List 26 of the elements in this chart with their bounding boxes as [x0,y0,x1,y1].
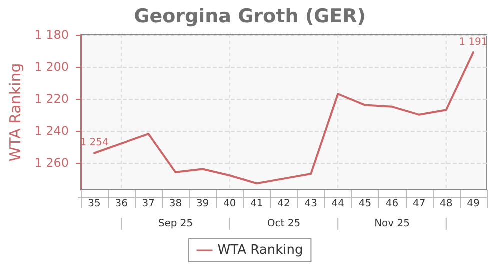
text: Sep 25 [158,218,194,230]
text: Oct 25 [267,218,301,230]
y-tick-label: 1 180 [34,28,69,42]
x-tick-label: 40 [224,198,236,210]
x-tick-label: 41 [250,198,264,210]
text: Nov 25 [374,218,410,230]
x-tick-label: 42 [278,198,290,210]
x-tick-label: 39 [196,198,210,210]
y-tick-label: 1 200 [34,60,69,74]
x-tick-label: 48 [440,198,453,210]
x-tick-label: 43 [304,198,318,210]
y-tick-label: 1 260 [34,156,69,170]
y-axis-title: WTA Ranking [6,63,24,162]
chart-title: Georgina Groth (GER) [134,6,366,28]
y-tick-label: 1 220 [34,92,69,106]
legend-label: WTA Ranking [218,243,304,258]
x-tick-label: 44 [332,198,344,210]
x-tick-label: 37 [142,198,156,210]
x-tick-label: 47 [412,198,426,210]
x-tick-label: 45 [358,198,372,210]
x-tick-label: 46 [386,198,399,210]
y-tick-label: 1 240 [34,124,69,138]
x-tick-label: 49 [467,198,480,210]
x-tick-label: 36 [115,198,128,210]
x-tick-label: 38 [169,198,182,210]
x-tick-label: 35 [88,198,101,210]
